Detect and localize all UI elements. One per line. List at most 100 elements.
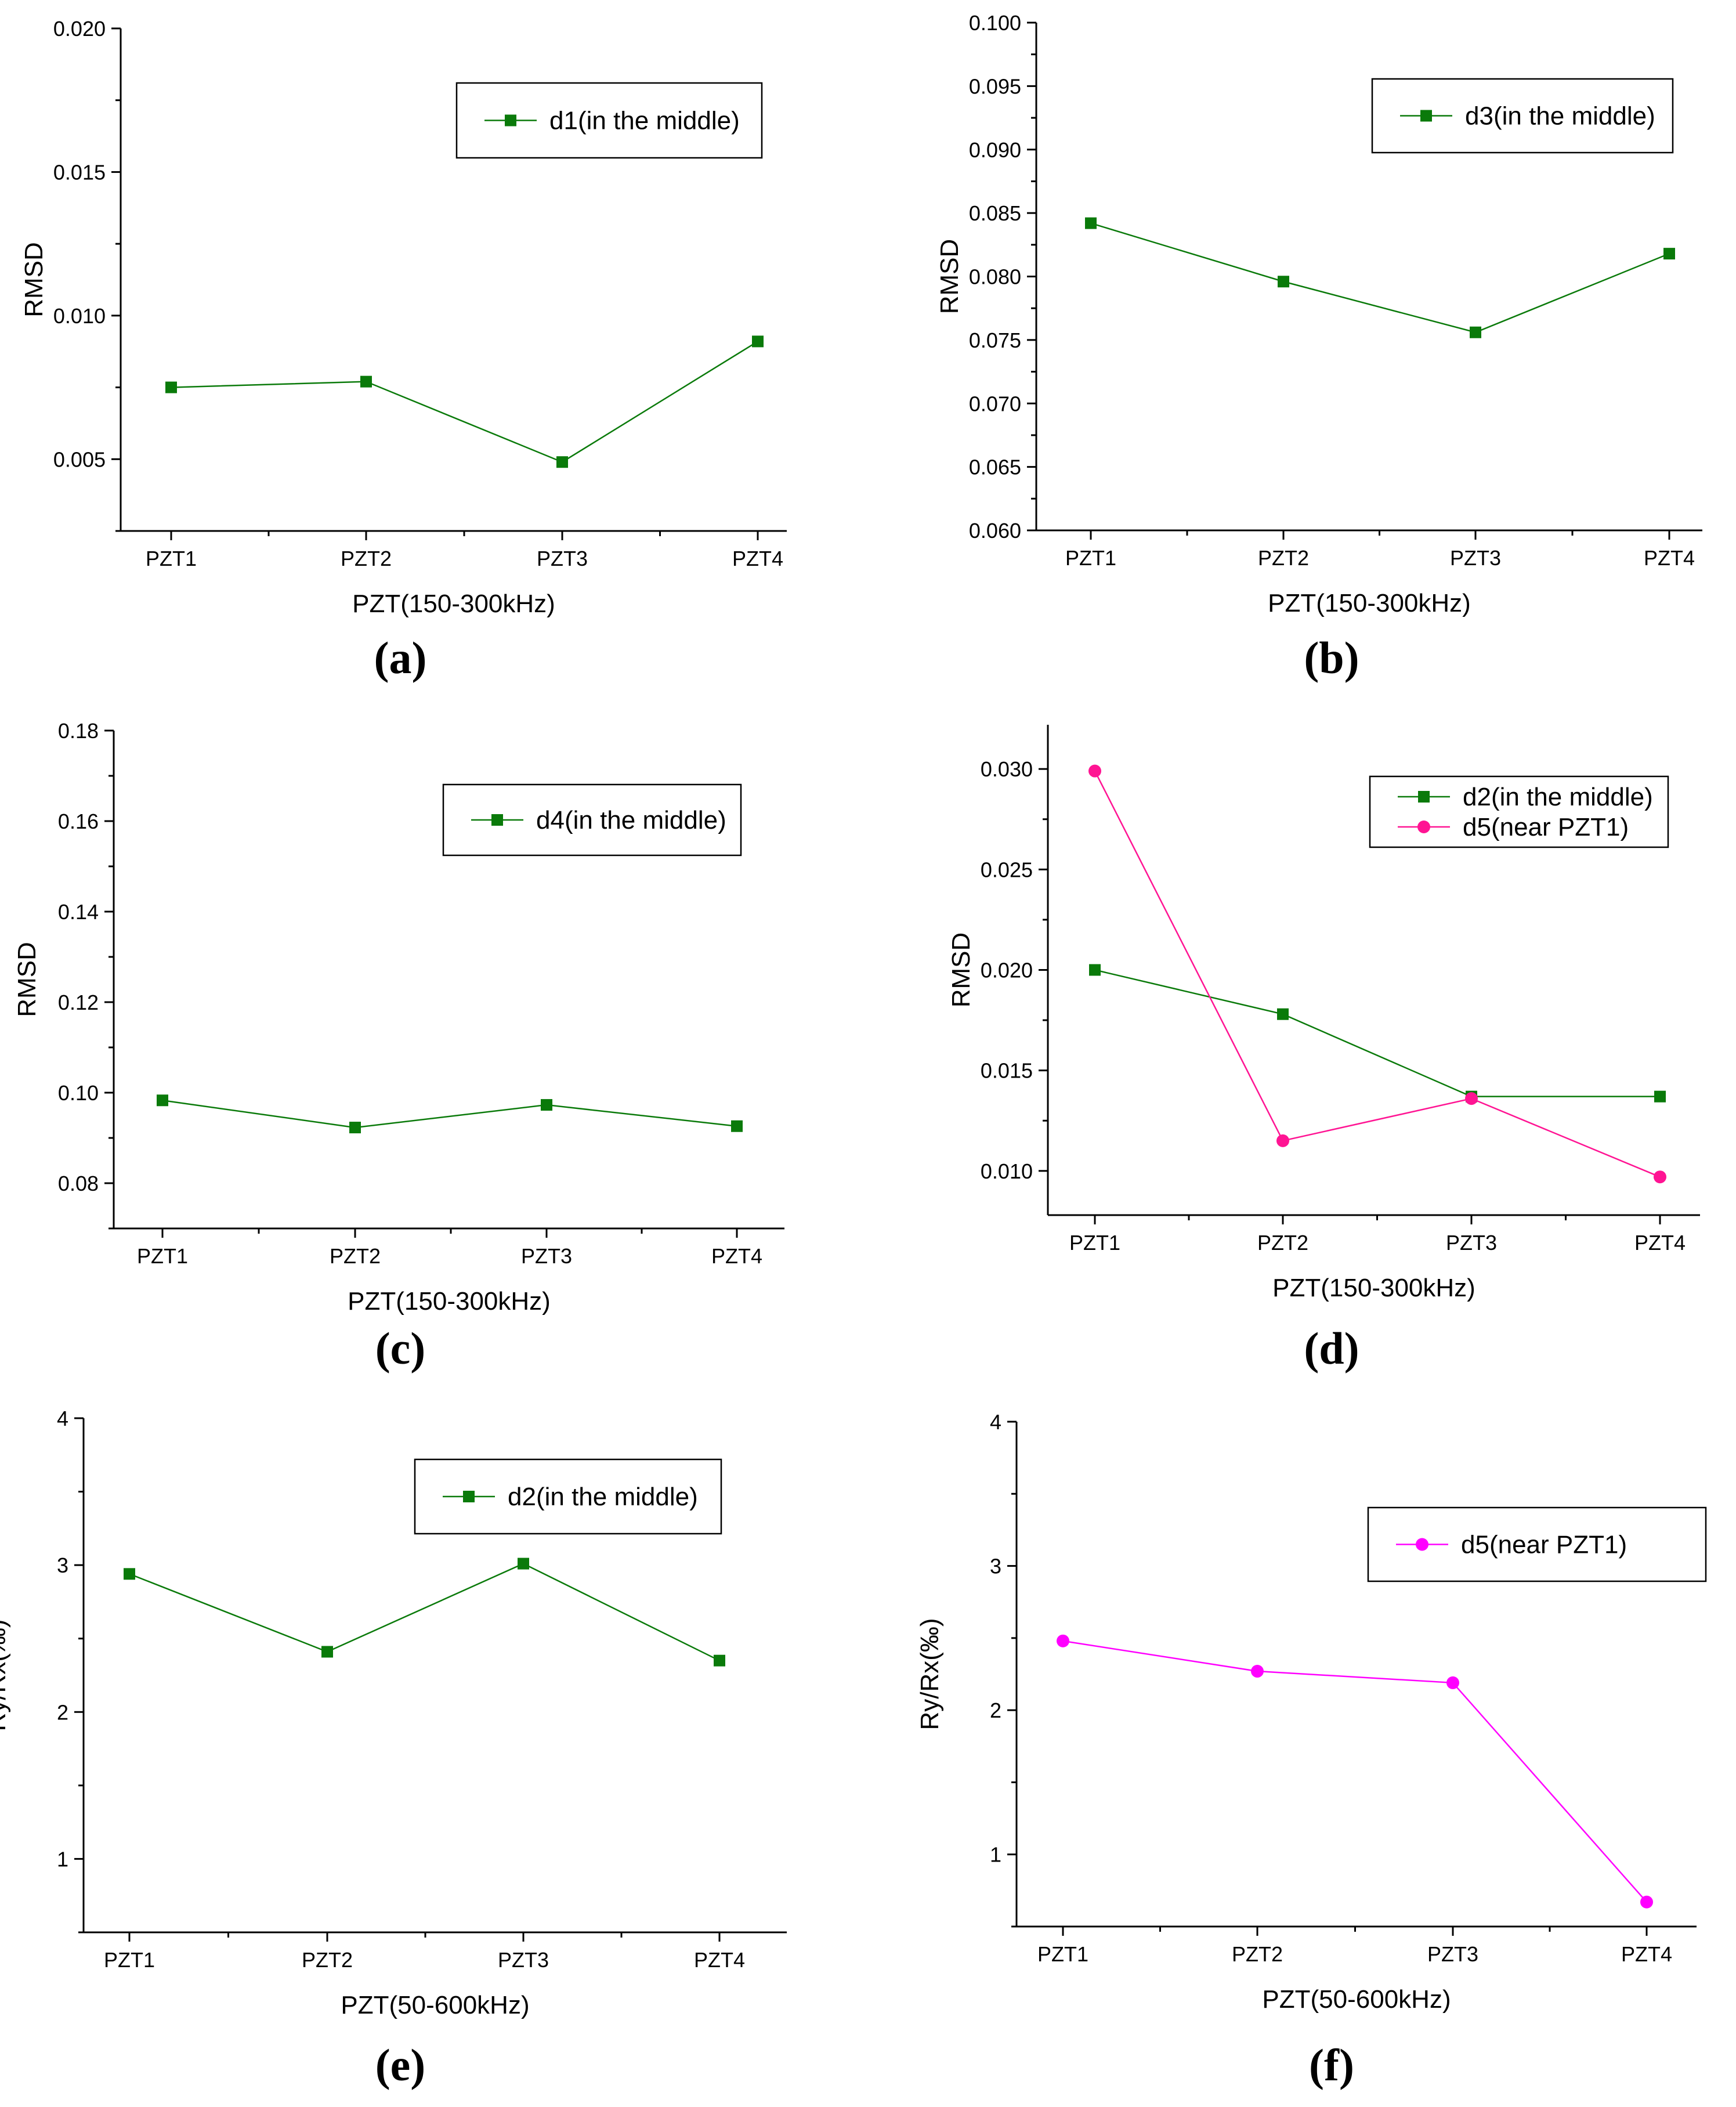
y-tick-label: 0.16 (58, 809, 99, 833)
data-point-square (1654, 1090, 1666, 1103)
chart-panel-1: 0.005 0.010 0.015 0.020 PZT1 PZT2 PZT3 PZT4 PZT(… (20, 17, 787, 683)
data-point-square (349, 1122, 361, 1134)
y-tick-label: 0.070 (969, 392, 1021, 415)
data-point-square (1085, 217, 1097, 229)
panel-label: (f) (1309, 2040, 1354, 2090)
x-tick-label: PZT3 (1450, 546, 1501, 570)
data-point-square (1278, 276, 1289, 288)
x-tick-label: PZT2 (341, 547, 392, 570)
y-tick-label: 0.020 (53, 17, 106, 41)
y-tick-label: 0.015 (981, 1059, 1033, 1083)
data-point-square (1663, 248, 1675, 260)
x-tick-label: PZT2 (1257, 1231, 1308, 1255)
legend-label: d5(near PZT1) (1463, 813, 1629, 841)
panel-label: (c) (375, 1323, 426, 1374)
legend-marker-circle (1417, 821, 1430, 833)
data-point-circle (1057, 1634, 1069, 1647)
series-line-1 (162, 1100, 737, 1129)
data-point-square (1277, 1008, 1289, 1020)
x-tick-label: PZT3 (1446, 1231, 1497, 1255)
x-tick-label: PZT3 (521, 1244, 572, 1268)
x-tick-label: PZT4 (694, 1948, 745, 1972)
legend-label: d4(in the middle) (536, 806, 726, 834)
y-tick-label: 0.060 (969, 519, 1021, 543)
y-tick-label: 3 (57, 1553, 68, 1577)
x-tick-label: PZT2 (330, 1244, 381, 1268)
y-axis-title: Ry/Rx(‰) (916, 1618, 944, 1730)
data-point-square (714, 1654, 725, 1667)
data-point-square (157, 1094, 168, 1107)
legend-marker-square (1418, 791, 1430, 803)
panel-label: (e) (375, 2040, 426, 2090)
y-tick-label: 2 (57, 1700, 68, 1724)
x-axis-title: PZT(50-600kHz) (1262, 1985, 1451, 2014)
panel-label: (a) (374, 633, 427, 683)
chart-panel-3: 0.08 0.10 0.12 0.14 0.16 0.18 PZT1 PZT2 PZT3 PZT4… (13, 719, 784, 1374)
legend-marker-square (505, 114, 516, 127)
y-tick-label: 1 (990, 1843, 1001, 1867)
legend-box (1369, 775, 1669, 848)
panel-label: (d) (1304, 1323, 1359, 1374)
legend-marker-square (463, 1491, 475, 1502)
y-tick-label: 4 (57, 1407, 68, 1430)
y-axis-title: RMSD (947, 933, 975, 1008)
y-tick-label: 1 (57, 1847, 68, 1871)
data-point-circle (1446, 1676, 1459, 1689)
chart-panel-4: 0.010 0.015 0.020 0.025 0.030 PZT1 PZT2 PZT3 PZT… (947, 725, 1700, 1374)
legend-marker-circle (1416, 1538, 1428, 1551)
x-tick-label: PZT4 (1634, 1231, 1686, 1255)
data-point-square (518, 1557, 529, 1570)
y-tick-label: 0.010 (53, 304, 106, 328)
legend-label: d1(in the middle) (549, 107, 740, 135)
data-point-circle (1088, 764, 1101, 778)
y-axis-title: RMSD (935, 239, 964, 315)
x-axis-title: PZT(150-300kHz) (1272, 1274, 1475, 1302)
x-tick-label: PZT1 (146, 547, 197, 570)
series-line-2 (1094, 771, 1661, 1178)
y-tick-label: 0.005 (53, 447, 106, 471)
x-tick-label: PZT3 (498, 1948, 549, 1972)
legend-label: d2(in the middle) (508, 1483, 698, 1511)
y-axis-title: RMSD (20, 242, 48, 317)
y-tick-label: 0.010 (981, 1159, 1033, 1183)
data-point-square (541, 1099, 552, 1111)
series-line-1 (129, 1563, 720, 1661)
x-tick-label: PZT2 (302, 1948, 353, 1972)
data-point-square (165, 381, 177, 393)
y-tick-label: 0.025 (981, 858, 1033, 881)
series-line-1 (1062, 1640, 1647, 1903)
y-tick-label: 4 (990, 1410, 1001, 1434)
data-point-circle (1251, 1665, 1264, 1678)
data-point-square (360, 375, 372, 388)
legend-label: d5(near PZT1) (1461, 1531, 1627, 1559)
legend-label: d2(in the middle) (1463, 783, 1653, 811)
y-axis-title: RMSD (13, 942, 41, 1017)
y-tick-label: 0.12 (58, 991, 99, 1014)
x-axis-title: PZT(150-300kHz) (348, 1287, 551, 1315)
legend: d3(in the middle) (1371, 78, 1674, 154)
legend: d2(in the middle)d5(near PZT1) (1369, 775, 1669, 848)
data-point-square (731, 1120, 743, 1132)
y-tick-label: 0.095 (969, 74, 1021, 98)
x-tick-label: PZT1 (1069, 1231, 1120, 1255)
y-tick-label: 0.090 (969, 138, 1021, 162)
legend-marker-square (491, 814, 503, 826)
x-tick-label: PZT2 (1232, 1942, 1283, 1966)
legend: d4(in the middle) (442, 783, 742, 856)
legend: d1(in the middle) (455, 82, 763, 159)
x-tick-label: PZT4 (1644, 546, 1695, 570)
x-tick-label: PZT3 (537, 547, 588, 570)
x-axis-title: PZT(150-300kHz) (1268, 589, 1471, 617)
data-point-square (556, 456, 568, 468)
data-point-square (752, 335, 764, 348)
y-tick-label: 0.14 (58, 900, 99, 924)
series-line-1 (1090, 222, 1670, 334)
y-tick-label: 0.18 (58, 719, 99, 743)
series-line-1 (171, 341, 758, 463)
y-axis-title: Ry/Rx(‰) (0, 1619, 11, 1731)
x-axis-title: PZT(150-300kHz) (352, 590, 555, 618)
y-tick-label: 3 (990, 1555, 1001, 1578)
legend-marker-square (1420, 110, 1432, 122)
y-tick-label: 0.015 (53, 160, 106, 184)
